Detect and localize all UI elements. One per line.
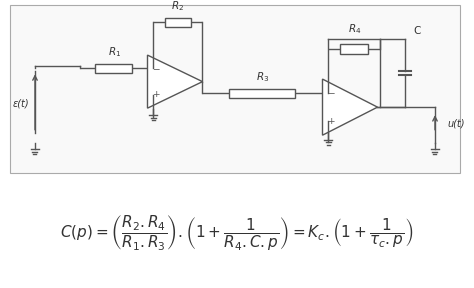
Text: $R_3$: $R_3$: [256, 70, 269, 84]
Text: $R_1$: $R_1$: [109, 46, 122, 59]
Text: $R_2$: $R_2$: [172, 0, 184, 13]
Text: $C(p) = \left(\dfrac{R_2.R_4}{R_1.R_3}\right).\left(1 + \dfrac{1}{R_4.C.p}\right: $C(p) = \left(\dfrac{R_2.R_4}{R_1.R_3}\r…: [60, 214, 414, 253]
Text: ε(t): ε(t): [13, 98, 29, 109]
Text: −: −: [152, 64, 159, 73]
Text: u(t): u(t): [447, 119, 465, 129]
Bar: [229, 88, 295, 98]
Bar: [95, 64, 132, 73]
Bar: [164, 18, 191, 27]
Text: +: +: [327, 117, 334, 126]
Bar: [340, 44, 368, 54]
Text: C: C: [413, 26, 420, 36]
Text: +: +: [152, 90, 159, 99]
Polygon shape: [322, 79, 377, 135]
Text: $R_4$: $R_4$: [347, 22, 361, 36]
Text: −: −: [327, 89, 334, 98]
Polygon shape: [147, 55, 202, 108]
